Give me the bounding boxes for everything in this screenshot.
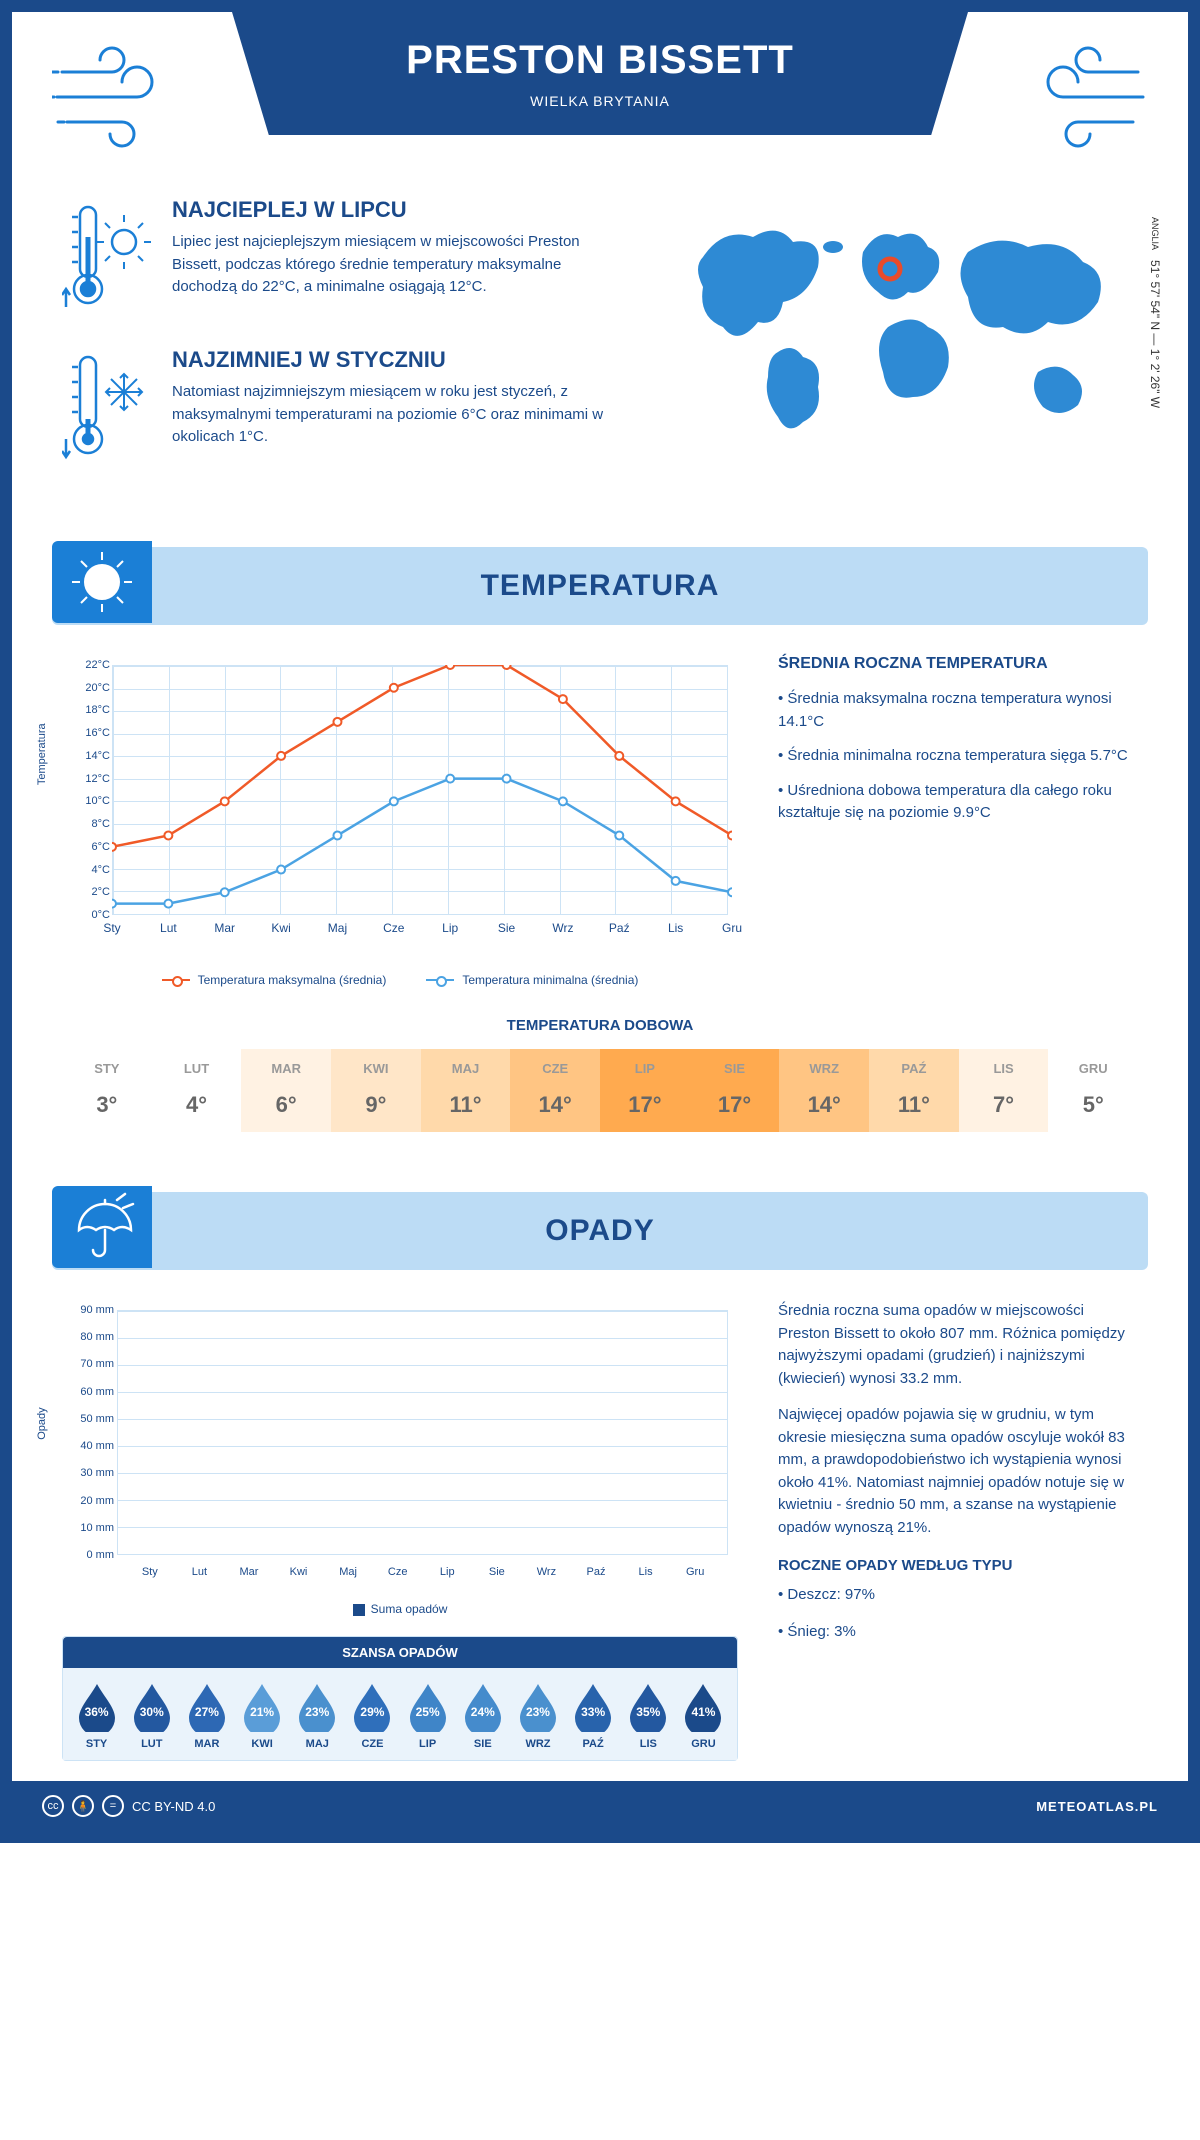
intro-section: NAJCIEPLEJ W LIPCU Lipiec jest najcieple… bbox=[12, 177, 1188, 527]
brand-name: METEOATLAS.PL bbox=[1036, 1799, 1158, 1814]
temp-bullet: • Uśredniona dobowa temperatura dla całe… bbox=[778, 780, 1138, 825]
precip-type-title: ROCZNE OPADY WEDŁUG TYPU bbox=[778, 1557, 1138, 1574]
temp-bullet: • Średnia maksymalna roczna temperatura … bbox=[778, 688, 1138, 733]
nd-icon: = bbox=[102, 1795, 124, 1817]
rain-chance-drop: 23%WRZ bbox=[510, 1682, 565, 1750]
wind-icon-right bbox=[1008, 42, 1148, 157]
world-map: ANGLIA 51° 57' 54" N — 1° 2' 26" W bbox=[658, 197, 1138, 497]
annual-temp-title: ŚREDNIA ROCZNA TEMPERATURA bbox=[778, 655, 1138, 673]
rain-chance-drop: 27%MAR bbox=[179, 1682, 234, 1750]
footer: cc 🧍 = CC BY-ND 4.0 METEOATLAS.PL bbox=[12, 1781, 1188, 1831]
precipitation-summary: Średnia roczna suma opadów w miejscowośc… bbox=[778, 1300, 1138, 1761]
daily-temp-cell: LIS7° bbox=[959, 1049, 1049, 1132]
rain-chance-drop: 30%LUT bbox=[124, 1682, 179, 1750]
precip-para-2: Najwięcej opadów pojawia się w grudniu, … bbox=[778, 1404, 1138, 1539]
thermometer-cold-icon bbox=[62, 347, 152, 472]
rain-chance-drop: 29%CZE bbox=[345, 1682, 400, 1750]
daily-temp-cell: KWI9° bbox=[331, 1049, 421, 1132]
daily-temp-cell: SIE17° bbox=[690, 1049, 780, 1132]
location-title: PRESTON BISSETT bbox=[252, 38, 948, 83]
thermometer-hot-icon bbox=[62, 197, 152, 322]
license-badge: cc 🧍 = CC BY-ND 4.0 bbox=[42, 1795, 215, 1817]
by-icon: 🧍 bbox=[72, 1795, 94, 1817]
daily-temp-cell: LIP17° bbox=[600, 1049, 690, 1132]
precip-para-1: Średnia roczna suma opadów w miejscowośc… bbox=[778, 1300, 1138, 1390]
daily-temp-cell: LUT4° bbox=[152, 1049, 242, 1132]
coldest-title: NAJZIMNIEJ W STYCZNIU bbox=[172, 347, 618, 373]
temperature-summary: ŚREDNIA ROCZNA TEMPERATURA • Średnia mak… bbox=[778, 655, 1138, 987]
daily-temperature-table: TEMPERATURA DOBOWA STY3°LUT4°MAR6°KWI9°M… bbox=[12, 1007, 1188, 1172]
precip-rain: • Deszcz: 97% bbox=[778, 1584, 1138, 1607]
country-subtitle: WIELKA BRYTANIA bbox=[252, 93, 948, 109]
warmest-text: Lipiec jest najcieplejszym miesiącem w m… bbox=[172, 231, 618, 299]
precipitation-section-header: OPADY bbox=[52, 1192, 1148, 1270]
rain-chance-box: SZANSA OPADÓW 36%STY30%LUT27%MAR21%KWI23… bbox=[62, 1636, 738, 1761]
daily-temp-cell: MAJ11° bbox=[421, 1049, 511, 1132]
coldest-block: NAJZIMNIEJ W STYCZNIU Natomiast najzimni… bbox=[62, 347, 618, 472]
precipitation-body: Opady StyLutMarKwiMajCzeLipSieWrzPaźLisG… bbox=[12, 1300, 1188, 1781]
rain-chance-drop: 25%LIP bbox=[400, 1682, 455, 1750]
wind-icon-left bbox=[52, 42, 192, 157]
daily-temp-cell: STY3° bbox=[62, 1049, 152, 1132]
temperature-heading: TEMPERATURA bbox=[74, 569, 1126, 603]
page: PRESTON BISSETT WIELKA BRYTANIA bbox=[0, 0, 1200, 1843]
intro-text-column: NAJCIEPLEJ W LIPCU Lipiec jest najcieple… bbox=[62, 197, 618, 497]
coordinates: ANGLIA 51° 57' 54" N — 1° 2' 26" W bbox=[1148, 217, 1162, 408]
temperature-line-chart: Temperatura 0°C2°C4°C6°C8°C10°C12°C14°C1… bbox=[62, 655, 738, 987]
cc-icon: cc bbox=[42, 1795, 64, 1817]
rain-chance-drop: 23%MAJ bbox=[290, 1682, 345, 1750]
license-text: CC BY-ND 4.0 bbox=[132, 1799, 215, 1814]
title-banner: PRESTON BISSETT WIELKA BRYTANIA bbox=[232, 12, 968, 135]
umbrella-icon bbox=[52, 1186, 152, 1268]
rain-chance-drop: 21%KWI bbox=[235, 1682, 290, 1750]
temp-bullet: • Średnia minimalna roczna temperatura s… bbox=[778, 745, 1138, 768]
coldest-text: Natomiast najzimniejszym miesiącem w rok… bbox=[172, 381, 618, 449]
rain-chance-drop: 36%STY bbox=[69, 1682, 124, 1750]
temperature-legend: Temperatura maksymalna (średnia) Tempera… bbox=[62, 973, 738, 987]
daily-temp-title: TEMPERATURA DOBOWA bbox=[62, 1017, 1138, 1034]
precipitation-heading: OPADY bbox=[74, 1214, 1126, 1248]
warmest-block: NAJCIEPLEJ W LIPCU Lipiec jest najcieple… bbox=[62, 197, 618, 322]
daily-temp-cell: GRU5° bbox=[1048, 1049, 1138, 1132]
temperature-section-header: TEMPERATURA bbox=[52, 547, 1148, 625]
temperature-body: Temperatura 0°C2°C4°C6°C8°C10°C12°C14°C1… bbox=[12, 655, 1188, 1007]
warmest-title: NAJCIEPLEJ W LIPCU bbox=[172, 197, 618, 223]
rain-chance-drop: 35%LIS bbox=[621, 1682, 676, 1750]
rain-chance-drop: 24%SIE bbox=[455, 1682, 510, 1750]
rain-chance-drop: 41%GRU bbox=[676, 1682, 731, 1750]
daily-temp-cell: PAŹ11° bbox=[869, 1049, 959, 1132]
daily-temp-cell: MAR6° bbox=[241, 1049, 331, 1132]
sun-icon bbox=[52, 541, 152, 623]
precipitation-bar-chart: Opady StyLutMarKwiMajCzeLipSieWrzPaźLisG… bbox=[62, 1300, 738, 1761]
precip-snow: • Śnieg: 3% bbox=[778, 1621, 1138, 1644]
daily-temp-cell: WRZ14° bbox=[779, 1049, 869, 1132]
rain-chance-title: SZANSA OPADÓW bbox=[63, 1637, 737, 1668]
precipitation-legend: Suma opadów bbox=[62, 1602, 738, 1616]
rain-chance-drop: 33%PAŹ bbox=[566, 1682, 621, 1750]
daily-temp-cell: CZE14° bbox=[510, 1049, 600, 1132]
header: PRESTON BISSETT WIELKA BRYTANIA bbox=[12, 12, 1188, 177]
